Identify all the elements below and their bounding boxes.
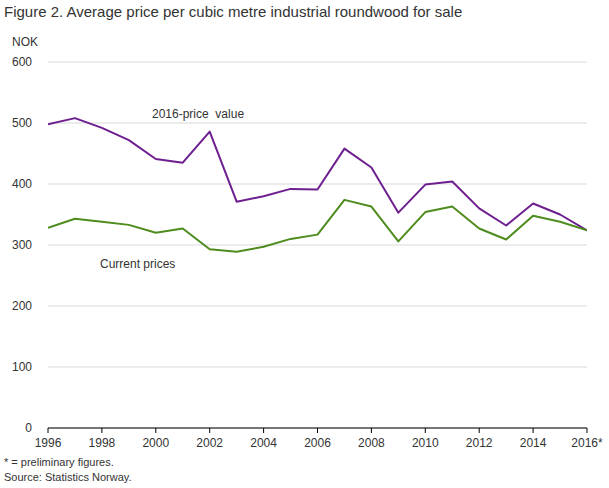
title: Figure 2. Average price per cubic metre … xyxy=(4,3,462,20)
x-tick-label: 2000 xyxy=(142,436,169,450)
y-tick-label: 300 xyxy=(12,238,32,252)
series-line xyxy=(48,200,587,252)
y-tick-label: 600 xyxy=(12,55,32,69)
x-tick xyxy=(587,428,588,433)
series-line xyxy=(48,118,587,230)
x-tick xyxy=(371,428,372,433)
y-tick-label: 400 xyxy=(12,177,32,191)
x-tick xyxy=(155,428,156,433)
x-tick xyxy=(533,428,534,433)
x-tick-label: 2016* xyxy=(571,436,603,450)
series-label: Current prices xyxy=(100,257,175,271)
x-tick xyxy=(479,428,480,433)
x-tick-label: 1998 xyxy=(89,436,116,450)
x-tick xyxy=(101,428,102,433)
x-tick-label: 2014 xyxy=(520,436,547,450)
x-tick-label: 2004 xyxy=(250,436,277,450)
chart: Figure 2. Average price per cubic metre … xyxy=(0,0,609,488)
x-tick xyxy=(317,428,318,433)
grid-line xyxy=(48,184,587,185)
note: * = preliminary figures. xyxy=(4,456,114,468)
x-tick xyxy=(425,428,426,433)
x-tick xyxy=(263,428,264,433)
x-tick xyxy=(48,428,49,433)
x-tick-label: 1996 xyxy=(35,436,62,450)
plot-area xyxy=(48,118,587,252)
series-label: 2016-price value xyxy=(152,107,244,121)
x-tick-label: 2012 xyxy=(466,436,493,450)
x-tick-label: 2006 xyxy=(304,436,331,450)
y-tick-label: 500 xyxy=(12,116,32,130)
x-tick-label: 2002 xyxy=(196,436,223,450)
note: Source: Statistics Norway. xyxy=(4,471,132,483)
grid-line xyxy=(48,245,587,246)
x-tick-label: 2008 xyxy=(358,436,385,450)
y-tick-label: 0 xyxy=(25,421,32,435)
grid-line xyxy=(48,367,587,368)
grid-line xyxy=(48,62,587,63)
x-tick-label: 2010 xyxy=(412,436,439,450)
grid-line xyxy=(48,123,587,124)
y-tick-label: 100 xyxy=(12,360,32,374)
grid-line xyxy=(48,306,587,307)
x-tick xyxy=(209,428,210,433)
y-label: NOK xyxy=(12,35,38,49)
y-tick-label: 200 xyxy=(12,299,32,313)
